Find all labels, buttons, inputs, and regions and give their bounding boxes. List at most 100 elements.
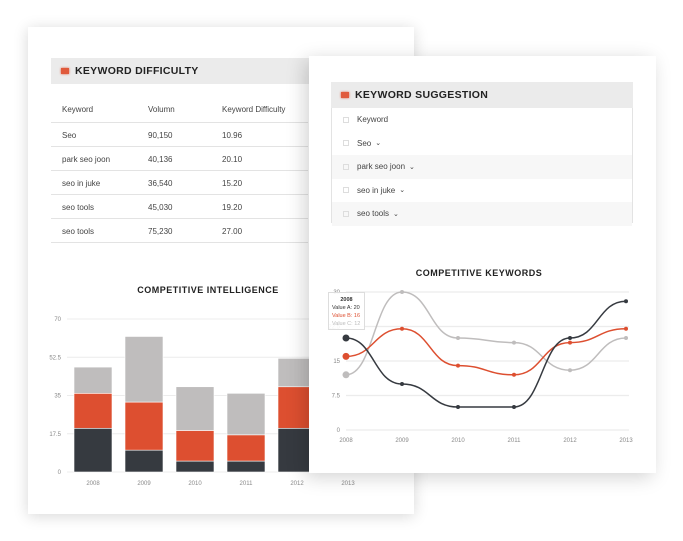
x-tick-label: 2012 [290,481,304,487]
table-row[interactable]: Seo 90,150 10.96 [51,123,308,147]
x-tick-label: 2010 [451,438,465,444]
cell: park seo joon [62,155,111,164]
chevron-down-icon[interactable]: ⌄ [409,163,415,171]
x-tick-label: 2009 [137,481,151,487]
data-point [400,382,404,386]
bar-value-b [73,393,113,429]
bar-value-a [124,449,164,473]
bar-value-b [226,434,266,462]
data-point [512,340,516,345]
y-tick-label: 52.5 [49,355,61,361]
cell: 10.96 [222,131,243,140]
list-item[interactable]: Seo ⌄ [332,132,632,156]
bar-value-c [73,366,113,394]
x-tick-label: 2009 [395,438,409,444]
bar-value-b [175,430,215,462]
y-tick-label: 0 [337,428,341,434]
line-value-a [345,300,627,408]
x-tick-label: 2013 [341,481,355,487]
column-header: Volumn [148,105,175,114]
line-value-b [345,328,627,376]
data-point [512,405,516,409]
line-value-c [345,291,627,376]
item-label: park seo joon [357,162,406,172]
x-tick-label: 2012 [563,438,577,444]
line-chart-title: COMPETITIVE KEYWORDS [415,268,543,278]
data-point [568,336,572,340]
checkbox[interactable] [343,140,349,147]
data-point [568,340,572,345]
x-tick-label: 2008 [339,438,353,444]
table-row[interactable]: seo tools 75,230 27.00 [51,219,308,243]
bar-value-a [175,460,215,473]
keyword-suggestion-title: KEYWORD SUGGESTION [355,89,489,101]
section-icon [341,92,349,98]
bar-value-b [124,401,164,451]
list-item[interactable]: park seo joon ⌄ [332,155,632,179]
checkbox[interactable] [343,210,349,217]
data-point [342,334,350,342]
column-header: Keyword Difficulty [222,105,286,114]
cell: seo in juke [62,179,101,188]
x-tick-label: 2010 [188,481,202,487]
cell: 36,540 [148,179,173,188]
data-point [400,326,404,331]
item-label: seo tools [357,209,390,219]
table-row[interactable]: park seo joon 40,136 20.10 [51,147,308,171]
cell: 90,150 [148,131,173,140]
y-tick-label: 35 [54,394,61,400]
checkbox[interactable] [343,187,349,194]
tooltip-title: 2008 [340,297,353,303]
y-tick-label: 0 [58,470,62,476]
keyword-difficulty-table: Keyword Volumn Keyword Difficulty Seo 90,… [51,95,308,243]
table-header-row: Keyword Volumn Keyword Difficulty [51,95,308,123]
y-tick-label: 7.5 [332,394,341,400]
x-tick-label: 2011 [508,438,522,444]
keyword-difficulty-header: KEYWORD DIFFICULTY [51,58,341,84]
suggestion-list: Keyword Seo ⌄ park seo joon ⌄ seo in juke ⌄… [331,108,633,226]
bar-value-a [73,427,113,473]
item-label: seo in juke [357,185,396,195]
suggestion-header: Keyword [357,115,389,125]
list-item[interactable]: seo in juke ⌄ [332,179,632,203]
chevron-down-icon[interactable]: ⌄ [399,187,406,195]
tooltip-value-b: Value B: 16 [332,313,361,319]
y-tick-label: 15 [333,359,340,365]
tooltip-value-c: Value C: 12 [332,321,361,327]
y-tick-label: 70 [54,317,61,323]
suggestion-header-row: Keyword [332,108,632,132]
cell: 75,230 [148,227,173,236]
data-point [342,352,350,360]
table-row[interactable]: seo tools 45,030 19.20 [51,195,308,219]
data-point [400,290,404,294]
cell: seo tools [62,203,95,212]
bar-value-c [124,336,164,403]
data-point [456,405,460,409]
keyword-difficulty-title: KEYWORD DIFFICULTY [75,65,199,77]
table-row[interactable]: seo in juke 36,540 15.20 [51,171,308,195]
section-icon [61,68,69,74]
cell: 27.00 [222,227,243,236]
tooltip-value-a: Value A: 20 [332,305,360,311]
bar-chart-title: COMPETITIVE INTELLIGENCE [137,285,279,295]
cell: 40,136 [148,155,173,164]
item-label: Seo [357,138,372,148]
chevron-down-icon[interactable]: ⌄ [375,140,382,148]
bar-value-c [175,386,215,431]
data-point [456,363,460,368]
x-tick-label: 2011 [240,481,254,487]
cell: 15.20 [222,179,243,188]
column-header: Keyword [62,105,94,114]
data-point [342,371,350,379]
checkbox[interactable] [343,163,349,170]
cell: Seo [62,131,77,140]
keyword-suggestion-card: KEYWORD SUGGESTION Keyword Seo ⌄ park seo… [309,56,656,473]
checkbox[interactable] [343,116,349,123]
list-item[interactable]: seo tools ⌄ [332,202,632,226]
keyword-suggestion-header: KEYWORD SUGGESTION [331,82,633,108]
chart-tooltip: 2008 Value A: 20 Value B: 16 Value C: 12 [328,292,365,330]
data-point [512,372,516,377]
chevron-down-icon[interactable]: ⌄ [393,210,399,218]
cell: 20.10 [222,155,243,164]
bar-value-c [226,393,266,436]
